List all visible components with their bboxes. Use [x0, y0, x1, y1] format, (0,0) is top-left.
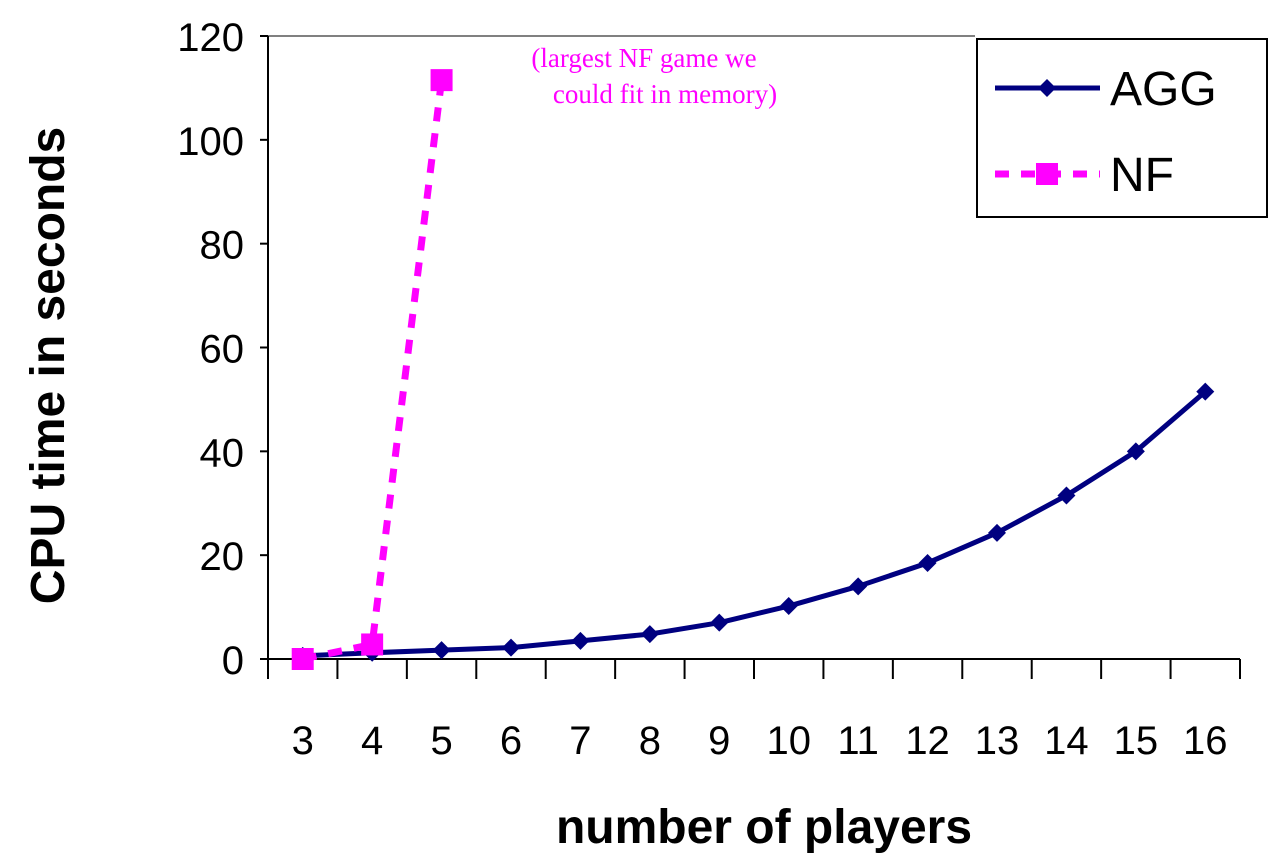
annotation-line-1: (largest NF game we — [531, 43, 756, 73]
y-tick-label: 100 — [177, 120, 244, 164]
data-point — [1196, 382, 1215, 401]
x-tick-label: 5 — [430, 719, 452, 763]
data-point — [918, 553, 937, 572]
data-point — [1036, 163, 1058, 185]
data-point — [1057, 486, 1076, 505]
series-layer — [291, 69, 1215, 670]
data-point — [571, 631, 590, 650]
legend-item-nf: NF — [995, 149, 1174, 202]
y-tick-label: 0 — [222, 639, 244, 683]
data-point — [1038, 79, 1056, 97]
annotation: (largest NF game we could fit in memory) — [531, 43, 777, 109]
x-axis-title: number of players — [556, 801, 972, 854]
y-tick-label: 20 — [200, 535, 245, 579]
x-tick-label: 4 — [361, 719, 383, 763]
series-line — [301, 79, 446, 663]
series-agg — [293, 382, 1215, 665]
x-tick-label: 12 — [905, 719, 950, 763]
annotation-line-2: could fit in memory) — [553, 79, 777, 109]
data-point — [291, 648, 314, 670]
data-point — [432, 641, 451, 660]
legend-label: NF — [1110, 149, 1174, 202]
y-tick-label: 40 — [200, 431, 245, 475]
x-tick-label: 14 — [1044, 719, 1089, 763]
data-point — [988, 523, 1006, 542]
y-ticks: 0 20 40 60 80 100 120 — [177, 16, 268, 683]
data-point — [710, 613, 729, 632]
x-ticks: 3 4 5 6 7 8 9 10 11 12 13 14 15 16 — [267, 659, 1241, 763]
series-nf — [291, 69, 453, 670]
x-tick-label: 8 — [639, 719, 661, 763]
data-point — [502, 638, 520, 657]
y-tick-label: 120 — [177, 16, 244, 60]
x-tick-label: 7 — [569, 719, 591, 763]
legend-label: AGG — [1110, 63, 1217, 116]
x-tick-label: 16 — [1183, 719, 1228, 763]
x-tick-label: 10 — [766, 719, 811, 763]
x-tick-label: 6 — [500, 719, 522, 763]
data-point — [430, 69, 453, 92]
data-point — [1126, 442, 1145, 461]
legend-box — [976, 38, 1268, 218]
data-point — [640, 625, 659, 644]
x-tick-label: 15 — [1114, 719, 1159, 763]
y-axis-title: CPU time in seconds — [22, 127, 75, 604]
x-tick-label: 13 — [975, 719, 1020, 763]
x-tick-label: 9 — [708, 719, 730, 763]
x-tick-label: 3 — [292, 719, 314, 763]
x-tick-label: 11 — [837, 719, 879, 763]
data-point — [779, 597, 798, 616]
data-point — [361, 633, 384, 656]
y-tick-label: 80 — [200, 224, 245, 268]
legend-item-agg: AGG — [995, 63, 1217, 116]
series-line — [302, 389, 1207, 659]
data-point — [849, 577, 868, 596]
legend: AGG NF — [976, 38, 1268, 218]
y-tick-label: 60 — [200, 328, 245, 372]
